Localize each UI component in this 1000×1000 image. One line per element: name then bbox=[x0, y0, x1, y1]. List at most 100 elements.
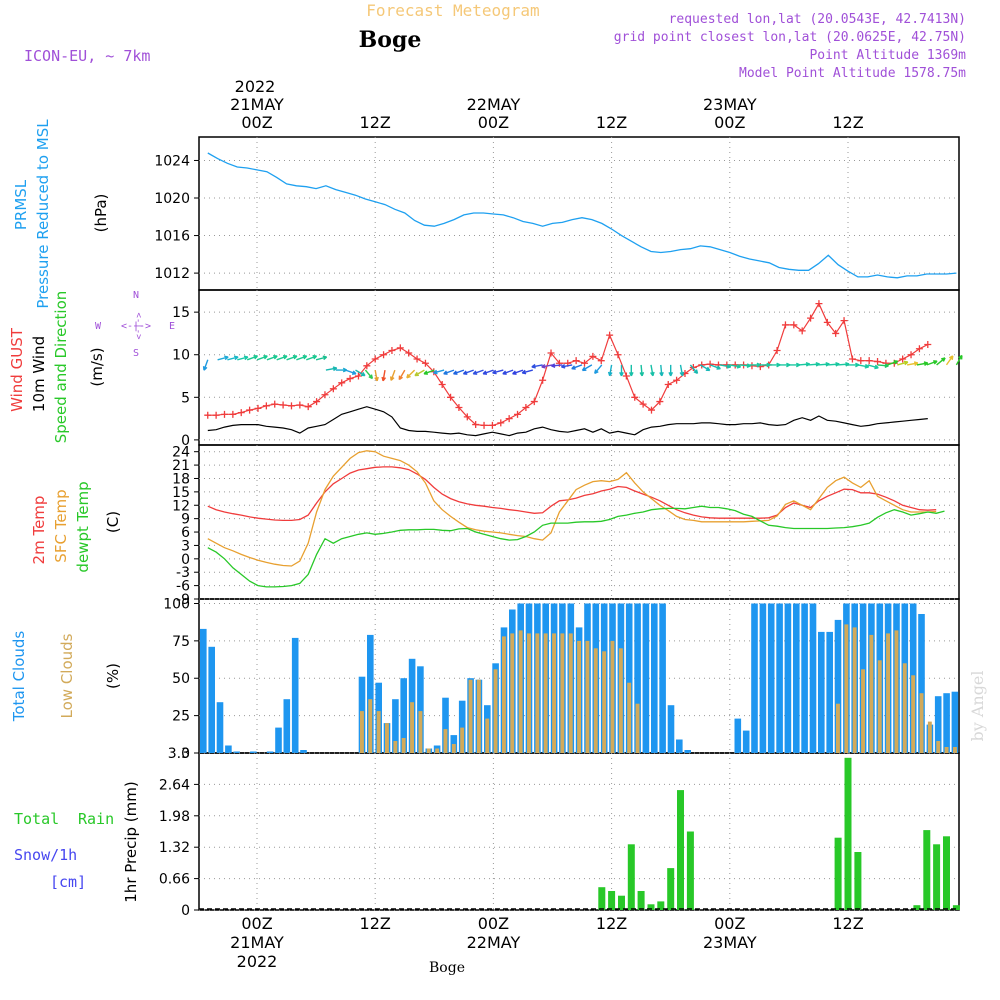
cloud-panel: 0 25 50 75 100 Total Clouds Low Clouds (%) b… bbox=[10, 596, 987, 762]
gust-marker bbox=[647, 406, 655, 414]
low-cloud-bar bbox=[393, 741, 398, 753]
gust-marker bbox=[388, 346, 396, 354]
low-cloud-bar bbox=[510, 633, 515, 753]
low-cloud-bar bbox=[493, 669, 498, 753]
precip-bar bbox=[647, 904, 655, 910]
temp-2m-label: 2m Temp bbox=[30, 496, 48, 565]
y-tick-label: -6 bbox=[176, 579, 190, 595]
gust-marker bbox=[480, 421, 488, 429]
total-cloud-bar bbox=[225, 745, 232, 753]
wind-arrow bbox=[828, 361, 840, 367]
gust-marker bbox=[798, 327, 806, 335]
wind-arrow bbox=[955, 354, 963, 366]
wind-arrow bbox=[531, 363, 543, 369]
temp-sfc-label: SFC Temp bbox=[52, 489, 70, 562]
wind-arrow bbox=[581, 364, 593, 372]
total-cloud-bar bbox=[801, 603, 808, 753]
total-cloud-bar bbox=[651, 603, 658, 753]
top-date-label: 23MAY bbox=[703, 95, 757, 114]
gust-marker bbox=[539, 376, 547, 384]
wind-arrow bbox=[462, 369, 474, 375]
gust-marker bbox=[899, 355, 907, 363]
wind-arrow bbox=[443, 369, 455, 375]
low-cloud-bar bbox=[852, 627, 857, 753]
y-tick-label: 50 bbox=[172, 671, 190, 687]
wind-arrow bbox=[398, 369, 406, 381]
low-cloud-bar bbox=[593, 648, 598, 753]
low-cloud-bar bbox=[468, 679, 473, 753]
gust-marker bbox=[522, 404, 530, 412]
low-cloud-bar bbox=[435, 748, 440, 753]
wind-arrow bbox=[857, 363, 870, 369]
low-cloud-bar bbox=[877, 660, 882, 753]
gust-marker bbox=[807, 314, 815, 322]
wind-arrow bbox=[355, 369, 366, 377]
gust-marker bbox=[848, 355, 856, 363]
total-cloud-bar bbox=[684, 750, 691, 753]
low-cloud-bar bbox=[902, 663, 907, 753]
wind-arrow bbox=[571, 364, 583, 370]
pressure-panel: 1012 1016 1020 1024 PRMSL Pressure Reduced … bbox=[12, 119, 959, 309]
wind-arrow bbox=[423, 369, 435, 375]
wind-arrow bbox=[679, 364, 685, 377]
wind-arrow bbox=[897, 360, 909, 366]
pressure-unit: (hPa) bbox=[92, 194, 110, 233]
total-cloud-bar bbox=[275, 727, 282, 753]
y-tick-label: 75 bbox=[172, 634, 190, 650]
low-cloud-bar bbox=[635, 703, 640, 753]
location-title: Boge bbox=[359, 27, 422, 53]
y-tick-label: 1016 bbox=[154, 229, 190, 245]
gust-marker bbox=[547, 349, 555, 357]
gust-marker bbox=[321, 391, 329, 399]
gust-marker bbox=[857, 357, 865, 365]
wind-arrow bbox=[798, 361, 811, 367]
y-tick-label: 5 bbox=[181, 390, 190, 406]
pressure-line bbox=[207, 152, 957, 279]
low-cloud-bar bbox=[543, 633, 548, 753]
wind-arrow bbox=[202, 359, 209, 371]
wind-arrow bbox=[472, 369, 484, 375]
precip-bar bbox=[598, 887, 606, 910]
total-cloud-bar bbox=[951, 691, 959, 753]
low-clouds-label: Low Clouds bbox=[58, 633, 76, 718]
low-cloud-bar bbox=[886, 633, 890, 753]
total-cloud-bar bbox=[283, 699, 291, 753]
low-cloud-bar bbox=[460, 727, 465, 753]
gust-marker bbox=[262, 402, 270, 410]
gust-marker bbox=[865, 357, 873, 365]
y-tick-label: 100 bbox=[163, 596, 190, 612]
compass-n: N bbox=[133, 290, 139, 301]
total-cloud-bar bbox=[233, 751, 240, 753]
y-tick-label: 6 bbox=[181, 525, 190, 541]
top-hour-label: 00Z bbox=[241, 113, 272, 132]
wind-arrow bbox=[315, 355, 328, 361]
pressure-y-ticks: 1012 1016 1020 1024 bbox=[154, 153, 959, 282]
total-cloud-bar bbox=[417, 666, 424, 753]
bottom-date-label: 21MAY bbox=[230, 933, 284, 952]
total-cloud-bar bbox=[642, 603, 650, 753]
gust-marker bbox=[706, 360, 714, 368]
gust-marker bbox=[815, 300, 823, 308]
wind-arrow bbox=[256, 355, 268, 361]
low-cloud-bar bbox=[568, 633, 573, 753]
top-year-label: 2022 bbox=[235, 77, 276, 96]
precip-snow-label: Snow/1h bbox=[14, 846, 77, 864]
gust-marker bbox=[212, 411, 220, 419]
low-cloud-bar bbox=[844, 624, 849, 753]
wind-arrow bbox=[808, 361, 820, 367]
y-tick-label: 12 bbox=[172, 498, 190, 514]
low-cloud-bar bbox=[401, 738, 406, 753]
precip-panel: 00.661.321.982.643.3 Total Rain Snow/1h … bbox=[14, 746, 960, 919]
low-cloud-bar bbox=[585, 640, 590, 753]
low-cloud-bar bbox=[476, 679, 481, 753]
total-cloud-bar bbox=[367, 634, 374, 753]
precip-bar bbox=[933, 844, 941, 910]
gust-marker bbox=[589, 352, 597, 360]
wind-arrow bbox=[551, 363, 563, 368]
gust-marker bbox=[254, 404, 262, 412]
gust-marker bbox=[463, 413, 471, 421]
wind-arrow bbox=[433, 369, 445, 375]
temp-sfc-line bbox=[207, 450, 937, 567]
